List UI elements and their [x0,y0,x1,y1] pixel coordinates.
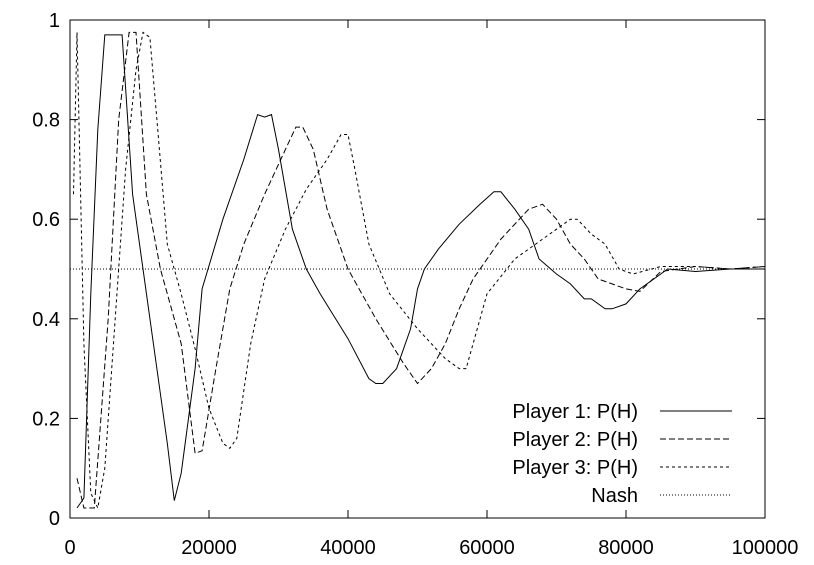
ticks-layer: 0 20000 40000 60000 80000 100000 0 0.2 0.4 0.6 0.8… [32,10,798,559]
series-layer [70,31,766,510]
y-tick-label: 0.4 [32,309,60,331]
x-tick-label: 60000 [459,537,515,559]
x-tick-label: 100000 [732,537,799,559]
x-tick-label: 40000 [320,537,376,559]
legend-label-player-1-p-h: Player 1: P(H) [512,401,638,423]
y-tick-label: 0 [49,508,60,530]
legend-label-nash: Nash [591,485,638,507]
x-tick-label: 80000 [598,537,654,559]
legend: Player 1: P(H) Player 2: P(H) Player 3: P(… [512,401,732,507]
y-tick-label: 0.2 [32,408,60,430]
y-tick-label: 0.8 [32,110,60,132]
x-tick-label: 20000 [181,537,237,559]
series-line-player-1-p-h [76,34,765,509]
legend-label-player-2-p-h: Player 2: P(H) [512,429,638,451]
legend-label-player-3-p-h: Player 3: P(H) [512,457,638,479]
series-line-player-3-p-h [73,31,766,510]
x-tick-label: 0 [64,537,75,559]
plot-frame [69,19,766,519]
y-tick-label: 0.6 [32,209,60,231]
y-tick-label: 1 [49,10,60,32]
series-line-player-2-p-h [76,31,766,509]
